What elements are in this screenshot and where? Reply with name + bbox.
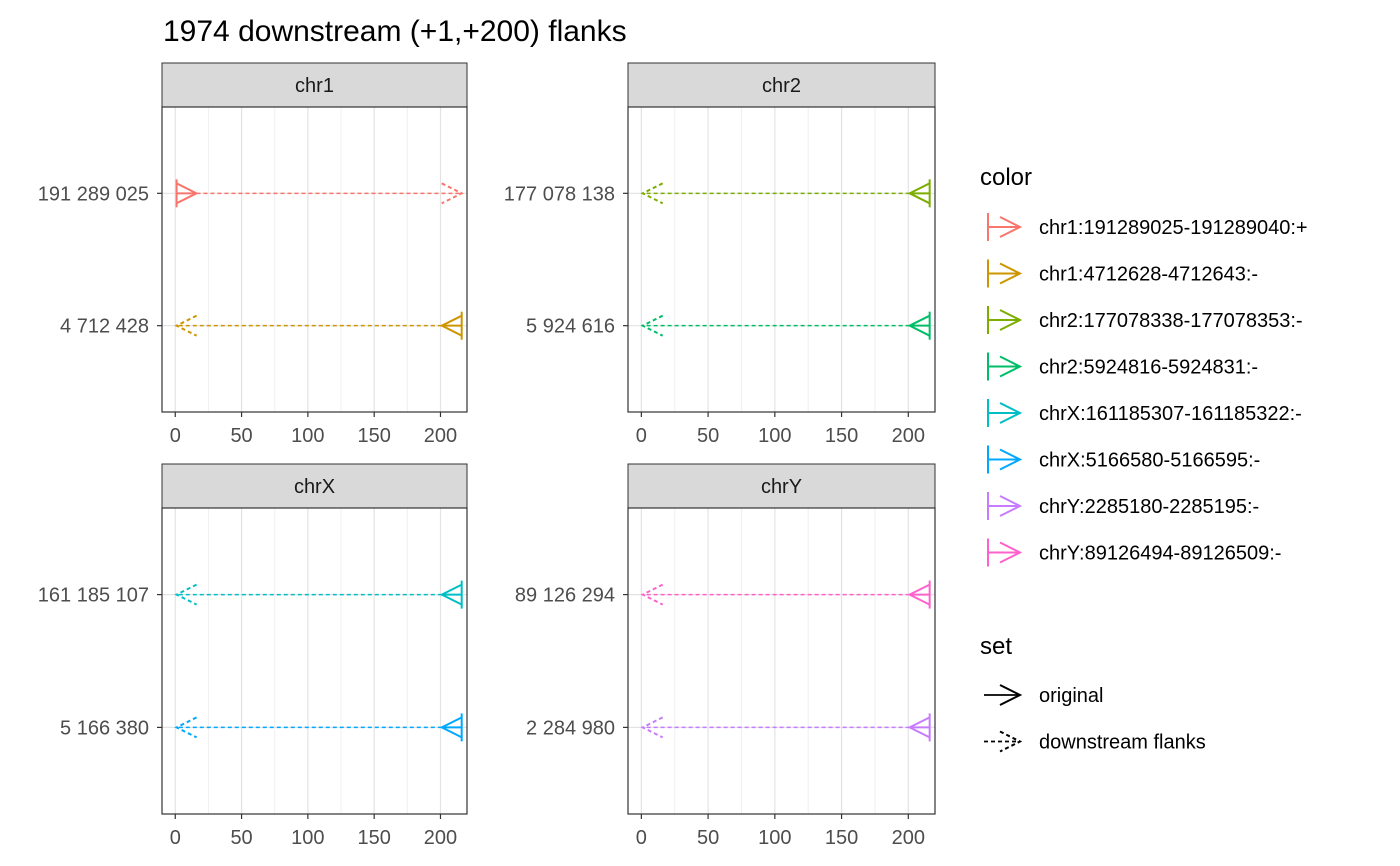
facet-chrY: chrY 89 126 294 2 284 980 0 50 100 150 200 (515, 463, 936, 849)
facet-strip-label: chr2 (762, 75, 801, 97)
legend-set-label: downstream flanks (1039, 732, 1206, 754)
legend-color-label: chrX:5166580-5166595:- (1039, 450, 1260, 472)
original-arrowhead (176, 182, 199, 205)
legend-set-entry: downstream flanks (984, 730, 1206, 754)
x-tick-label: 0 (636, 425, 647, 447)
x-tick-label: 0 (636, 827, 647, 849)
legend-color-entry: chrY:89126494-89126509:- (987, 538, 1281, 567)
facet-strip-label: chrY (761, 476, 802, 498)
x-tick-label: 150 (825, 425, 858, 447)
flank-arrowhead (640, 314, 664, 337)
legend-color-label: chrY:89126494-89126509:- (1039, 543, 1281, 565)
facet-strip (627, 463, 936, 509)
facet-chr2: chr2 177 078 138 5 924 616 0 50 100 150 200 (504, 62, 936, 447)
x-tick-label: 200 (892, 425, 925, 447)
x-tick-label: 150 (825, 827, 858, 849)
flank-arrowhead (640, 716, 664, 739)
panel-border (627, 106, 936, 413)
legend: color chr1:191289025-191289040:+ chr1:4712… (980, 164, 1308, 754)
plot-panel (162, 508, 467, 814)
y-tick-label: 5 166 380 (60, 717, 149, 739)
legend-color-label: chr1:4712628-4712643:- (1039, 264, 1258, 286)
panel-border (161, 507, 468, 815)
original-arrowhead (439, 583, 463, 606)
legend-key-arrowhead (999, 355, 1023, 378)
legend-color-label: chrY:2285180-2285195:- (1039, 496, 1259, 518)
x-tick-label: 200 (892, 827, 925, 849)
panel-border (627, 507, 936, 815)
y-tick-label: 177 078 138 (504, 183, 615, 205)
legend-color-label: chr2:5924816-5924831:- (1039, 357, 1258, 379)
x-tick-label: 200 (424, 425, 457, 447)
y-tick-label: 5 924 616 (526, 316, 615, 338)
panel-border (161, 106, 468, 413)
legend-set-label: original (1039, 685, 1103, 707)
legend-color-title: color (980, 164, 1032, 191)
y-tick-label: 161 185 107 (38, 585, 149, 607)
legend-set-key-arrowhead (999, 684, 1023, 706)
x-tick-label: 100 (758, 827, 791, 849)
x-tick-label: 50 (697, 827, 719, 849)
original-arrowhead (907, 583, 931, 606)
legend-key-arrowhead (999, 541, 1023, 564)
legend-color-entry: chr1:191289025-191289040:+ (987, 213, 1308, 241)
legend-color-entry: chrX:161185307-161185322:- (987, 399, 1302, 427)
original-arrowhead (907, 314, 931, 337)
facet-strip (161, 463, 468, 509)
legend-set-key-arrowhead (999, 730, 1023, 753)
facet-chrX: chrX 161 185 107 5 166 380 0 50 100 150 200 (38, 463, 468, 849)
x-tick-label: 150 (357, 827, 390, 849)
legend-color-entry: chrY:2285180-2285195:- (987, 492, 1259, 520)
legend-key-arrowhead (999, 216, 1023, 238)
chart-title: 1974 downstream (+1,+200) flanks (163, 15, 627, 48)
original-arrowhead (439, 716, 463, 739)
facet-strip-label: chr1 (295, 75, 334, 97)
x-tick-label: 50 (230, 425, 252, 447)
x-tick-label: 150 (357, 425, 390, 447)
legend-color-label: chrX:161185307-161185322:- (1039, 403, 1302, 425)
plot-panel (628, 508, 935, 814)
original-arrowhead (439, 314, 463, 337)
y-tick-label: 2 284 980 (526, 717, 615, 739)
legend-color-entry: chr2:177078338-177078353:- (987, 306, 1303, 334)
legend-color-entry: chrX:5166580-5166595:- (987, 445, 1260, 474)
legend-color-entry: chr2:5924816-5924831:- (987, 352, 1258, 381)
original-arrowhead (907, 182, 931, 205)
flank-arrowhead (640, 182, 664, 205)
plot-panel (162, 107, 467, 412)
x-tick-label: 0 (170, 425, 181, 447)
legend-set-title: set (980, 633, 1012, 660)
legend-key-arrowhead (999, 309, 1023, 331)
legend-color-entry: chr1:4712628-4712643:- (987, 259, 1258, 288)
flank-arrowhead (174, 314, 198, 337)
x-tick-label: 0 (170, 827, 181, 849)
flank-arrowhead (174, 583, 198, 606)
x-tick-label: 100 (758, 425, 791, 447)
legend-key-arrowhead (999, 402, 1023, 424)
x-tick-label: 50 (697, 425, 719, 447)
flank-arrowhead (174, 716, 198, 739)
legend-set-entry: original (984, 684, 1103, 707)
y-tick-label: 89 126 294 (515, 585, 615, 607)
facet-strip (161, 62, 468, 108)
y-tick-label: 4 712 428 (60, 316, 149, 338)
facet-strip-label: chrX (294, 476, 335, 498)
legend-color-label: chr1:191289025-191289040:+ (1039, 217, 1308, 239)
legend-key-arrowhead (999, 495, 1023, 517)
legend-color-label: chr2:177078338-177078353:- (1039, 310, 1303, 332)
flank-arrowhead (441, 182, 464, 205)
legend-key-arrowhead (999, 262, 1023, 285)
original-arrowhead (907, 716, 931, 739)
plot-panel (628, 107, 935, 412)
flank-arrowhead (640, 583, 664, 606)
x-tick-label: 100 (291, 425, 324, 447)
facet-chr1: chr1 191 289 025 4 712 428 0 50 100 150 200 (38, 62, 468, 447)
y-tick-label: 191 289 025 (38, 183, 149, 205)
legend-key-arrowhead (999, 448, 1023, 471)
x-tick-label: 200 (424, 827, 457, 849)
x-tick-label: 50 (230, 827, 252, 849)
x-tick-label: 100 (291, 827, 324, 849)
